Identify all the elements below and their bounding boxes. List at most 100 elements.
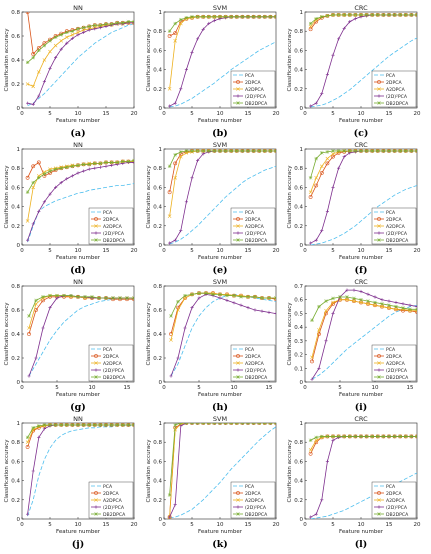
data-point	[41, 298, 45, 303]
y-tick-label: 0.8	[11, 166, 20, 172]
legend-label: 2DPCA	[386, 80, 402, 86]
data-point	[98, 165, 102, 169]
data-point	[179, 150, 183, 154]
data-point	[235, 423, 239, 425]
data-point	[27, 314, 31, 318]
y-tick-label: 0.6	[153, 48, 162, 54]
data-point	[25, 60, 30, 65]
x-tick-label: 0	[303, 248, 307, 254]
data-point	[125, 296, 129, 300]
data-point	[387, 13, 391, 17]
y-axis-label: Classification accuracy	[287, 439, 293, 503]
data-point	[121, 21, 125, 25]
data-point	[37, 176, 41, 180]
data-point	[380, 298, 384, 302]
data-point	[240, 15, 245, 19]
subplot-title: SVM	[213, 4, 227, 12]
data-point	[195, 149, 200, 153]
data-point	[337, 166, 341, 170]
data-point	[274, 149, 276, 153]
data-point	[190, 423, 194, 425]
y-axis-label: Classification accuracy	[4, 28, 10, 92]
data-point	[104, 423, 108, 427]
x-tick-label: 0	[20, 522, 24, 528]
data-point	[26, 101, 30, 105]
legend-marker	[377, 354, 381, 358]
data-point	[331, 151, 335, 156]
data-point	[342, 434, 346, 439]
data-point	[26, 512, 30, 516]
x-tick-label: 10	[217, 248, 224, 254]
data-point	[173, 423, 177, 427]
y-tick-label: 1	[300, 421, 304, 427]
data-point	[268, 423, 273, 425]
data-point	[352, 296, 356, 301]
data-point	[31, 164, 36, 169]
data-point	[308, 27, 313, 32]
y-tick-label: 0.2	[294, 353, 303, 359]
data-point	[331, 300, 335, 305]
data-point	[54, 185, 58, 189]
legend-marker	[94, 231, 98, 235]
data-point	[167, 190, 172, 195]
legend-label: DB2DPCA	[103, 512, 126, 518]
data-point	[364, 13, 369, 17]
data-point	[48, 39, 52, 43]
y-tick-label: 0.7	[294, 284, 303, 290]
data-point	[409, 434, 414, 439]
subplot-g: 0 5 10 15 0 0.2 0.4 0.6 0.8 NN Feature number Class…	[4, 278, 135, 413]
data-point	[268, 15, 273, 19]
legend-marker	[94, 361, 98, 365]
x-tick-label: 0	[20, 248, 24, 254]
data-point	[121, 159, 125, 164]
x-tick-label: 0	[162, 111, 166, 117]
data-point	[167, 86, 172, 91]
y-tick-label: 1	[159, 421, 163, 427]
subplot-f: 0 5 10 15 20 0 0.2 0.4 0.6 0.8 1 CRC Feature number C…	[287, 141, 421, 276]
data-point	[387, 306, 391, 310]
legend-label: A2DPCA	[386, 224, 406, 230]
y-tick-label: 0.1	[294, 366, 303, 372]
data-point	[218, 296, 222, 300]
x-tick-label: 0	[303, 385, 307, 391]
series-line-pca	[310, 37, 417, 108]
legend-label: PCA	[245, 73, 255, 79]
data-point	[260, 309, 264, 313]
x-axis-label: Feature number	[339, 529, 384, 535]
y-axis-label: Classification accuracy	[287, 165, 293, 229]
y-tick-label: 0.2	[153, 498, 162, 504]
data-point	[53, 43, 58, 48]
data-point	[104, 160, 108, 165]
data-point	[345, 295, 349, 299]
series-line-a2dpca	[311, 299, 417, 358]
series-group	[308, 12, 417, 108]
x-tick-label: 15	[386, 111, 393, 117]
y-tick-label: 0	[300, 106, 304, 112]
legend-label: DB2DPCA	[103, 375, 126, 381]
data-point	[31, 180, 35, 185]
data-point	[223, 15, 228, 19]
data-point	[381, 434, 386, 439]
data-point	[81, 25, 86, 30]
data-point	[338, 295, 342, 299]
data-point	[76, 33, 80, 37]
data-point	[331, 434, 335, 439]
legend-label: (2D)²PCA	[103, 505, 125, 511]
subplot-k: 0 5 10 15 20 0 0.2 0.4 0.6 0.8 1 SVM Feature number C…	[146, 415, 280, 550]
data-point	[320, 498, 324, 502]
data-point	[324, 308, 328, 313]
data-point	[353, 149, 358, 153]
data-point	[190, 15, 194, 19]
data-point	[167, 493, 172, 497]
data-point	[34, 356, 38, 360]
x-tick-label: 10	[231, 385, 238, 391]
data-point	[87, 162, 91, 167]
legend-label: A2DPCA	[103, 361, 123, 367]
data-point	[70, 164, 75, 169]
data-point	[168, 104, 172, 108]
data-point	[48, 169, 52, 173]
x-axis-label: Feature number	[339, 392, 384, 398]
data-point	[59, 166, 63, 170]
legend-label: 2DPCA	[386, 354, 402, 360]
series-line-db2dpca	[170, 292, 276, 317]
